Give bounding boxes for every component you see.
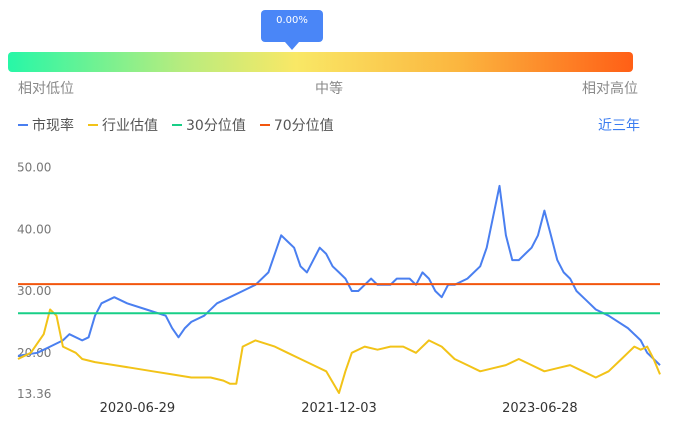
legend-label: 行业估值 xyxy=(102,118,158,134)
y-tick-label: 30.00 xyxy=(17,284,51,298)
y-tick-label: 13.36 xyxy=(17,387,51,401)
legend-label: 30分位值 xyxy=(186,118,246,134)
legend-item-industry[interactable]: 行业估值 xyxy=(88,115,158,135)
y-tick-label: 50.00 xyxy=(17,161,51,175)
legend-item-pcf[interactable]: 市现率 xyxy=(18,115,74,135)
x-tick-label: 2021-12-03 xyxy=(301,401,377,416)
period-selector[interactable]: 近三年 xyxy=(598,118,640,134)
valuation-gradient-bar xyxy=(8,52,633,72)
legend-item-p70[interactable]: 70分位值 xyxy=(259,115,334,135)
series-line-1 xyxy=(17,308,661,394)
x-tick-label: 2023-06-28 xyxy=(502,401,578,416)
y-tick-label: 40.00 xyxy=(17,222,51,236)
legend-swatch xyxy=(172,124,182,126)
legend-item-p30[interactable]: 30分位值 xyxy=(172,115,246,135)
legend-swatch xyxy=(88,124,98,126)
x-tick-label: 2020-06-29 xyxy=(100,401,176,416)
legend-swatch xyxy=(18,124,28,126)
legend-swatch xyxy=(259,124,270,126)
series-line-0 xyxy=(17,184,661,366)
legend-label: 70分位值 xyxy=(273,118,334,134)
gauge-mid-label: 中等 xyxy=(315,81,343,97)
value-tooltip: 0.00% xyxy=(261,10,323,50)
chart-legend: 市现率 行业估值 30分位值 70分位值 xyxy=(18,115,334,135)
gauge-low-label: 相对低位 xyxy=(18,81,74,97)
legend-label: 市现率 xyxy=(32,118,74,134)
gauge-high-label: 相对高位 xyxy=(582,81,638,97)
